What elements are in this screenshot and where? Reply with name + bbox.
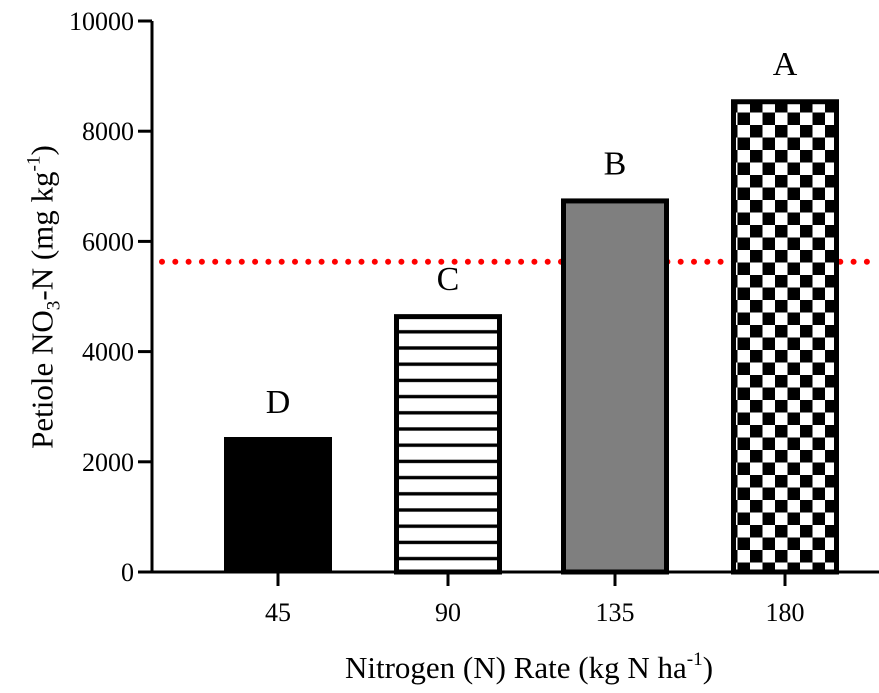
bars-group (224, 99, 839, 575)
y-tick-label: 2000 (82, 448, 134, 477)
y-axis-title-middle: -N (mg kg (24, 171, 60, 301)
y-axis-title: Petiole NO3-N (mg kg-1) (23, 145, 65, 449)
y-axis-title-superscript: -1 (23, 155, 45, 172)
bar-180 (731, 99, 839, 575)
x-axis-title-suffix: ) (702, 650, 714, 685)
x-axis-title-superscript: -1 (686, 648, 703, 670)
x-tick-label: 180 (766, 598, 805, 627)
significance-letter-B: B (604, 145, 627, 182)
y-axis-title-subscript: 3 (43, 300, 65, 311)
y-tick-label: 6000 (82, 227, 134, 256)
y-tick-label: 10000 (69, 7, 134, 36)
y-axis-title-suffix: ) (24, 145, 60, 156)
y-tick-label: 0 (121, 558, 134, 587)
bar-90 (394, 314, 502, 575)
x-tick-label: 45 (265, 598, 291, 627)
bar-45 (224, 437, 332, 572)
labels-group: D C B A (266, 46, 798, 421)
axes: 0 2000 4000 6000 8000 10000 45 90 135 180 (69, 7, 879, 627)
y-tick-label: 4000 (82, 338, 134, 367)
bar-135 (561, 198, 669, 575)
x-axis-title-prefix: Nitrogen (N) Rate (kg N ha (344, 650, 687, 685)
significance-letter-D: D (266, 384, 291, 421)
x-axis-title: Nitrogen (N) Rate (kg N ha-1) (344, 648, 714, 686)
x-tick-label: 90 (435, 598, 461, 627)
x-tick-label: 135 (596, 598, 635, 627)
y-axis-title-wrap: Petiole NO3-N (mg kg-1) (0, 0, 64, 449)
y-tick-label: 8000 (82, 117, 134, 146)
significance-letter-C: C (437, 261, 460, 298)
y-axis-title-prefix: Petiole NO (24, 310, 60, 449)
significance-letter-A: A (773, 46, 798, 83)
